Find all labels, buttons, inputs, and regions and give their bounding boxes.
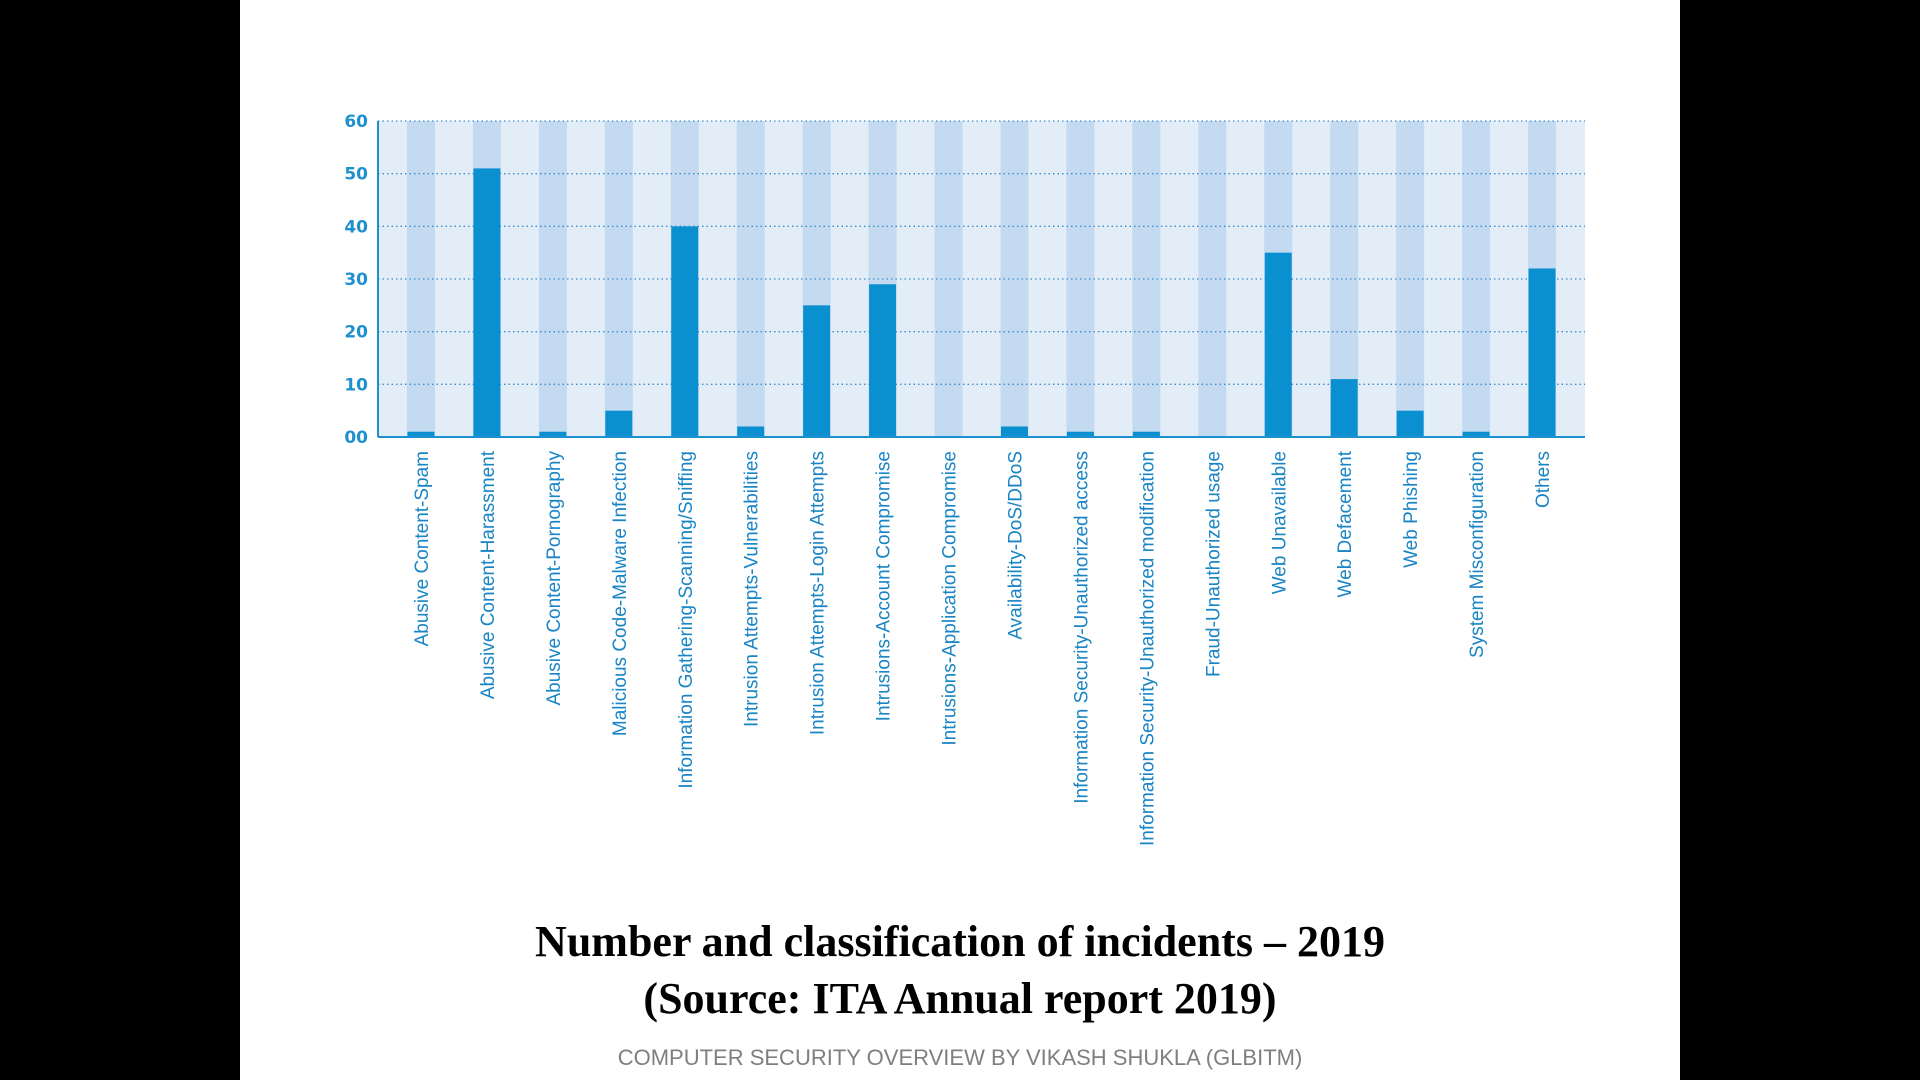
category-label: Fraud-Unauthorized usage [1203,451,1224,677]
bar [1132,431,1160,437]
column-band [406,121,435,437]
bar [1462,431,1490,437]
y-tick-label: 30 [344,270,368,290]
y-tick-label: 60 [344,112,368,132]
column-band [538,121,567,437]
bar [1066,431,1094,437]
category-label: Intrusions-Account Compromise [874,451,895,721]
category-label: Information Gathering-Scanning/Sniffing [676,451,697,789]
column-band [736,121,765,437]
bar [1000,426,1028,437]
bar [539,431,567,437]
category-label: Intrusion Attempts-Vulnerabilities [742,451,763,727]
column-band [604,121,633,437]
bar [1528,268,1556,437]
bar [1330,379,1358,437]
y-tick-label: 20 [344,323,368,343]
bar-chart: 00 10 20 30 40 50 60 Abusive Content-Spam Abusiv… [344,112,1585,846]
bar [473,168,501,437]
bar [1396,410,1424,437]
bar [803,305,831,437]
bar [605,410,633,437]
bar [737,426,765,437]
category-label: Web Defacement [1335,450,1356,597]
y-tick-label: 00 [344,428,368,448]
category-label: Availability-DoS/DDoS [1005,451,1026,640]
column-band [934,121,963,437]
column-band [1132,121,1161,437]
category-label: Information Security-Unauthorized modifi… [1137,451,1158,846]
chart-caption-source: (Source: ITA Annual report 2019) [643,974,1277,1023]
column-band [1000,121,1029,437]
category-label: Intrusions-Application Compromise [940,451,961,746]
category-label: Information Security-Unauthorized access [1071,451,1092,804]
bar [671,226,699,437]
category-label: Abusive Content-Harassment [478,450,499,699]
category-label: System Misconfiguration [1467,451,1488,658]
category-label: Web Phishing [1401,451,1422,568]
slide-footer: COMPUTER SECURITY OVERVIEW BY VIKASH SHU… [617,1045,1303,1070]
bar [407,431,435,437]
bar [869,284,897,437]
y-tick-label: 10 [344,375,368,395]
y-tick-label: 40 [344,217,368,237]
chart-caption-title: Number and classification of incidents –… [535,917,1385,966]
category-label: Malicious Code-Malware Infection [610,451,631,736]
category-label: Web Unavailable [1269,451,1290,594]
category-label: Others [1533,451,1554,508]
category-label: Abusive Content-Spam [412,451,433,646]
bar [1264,252,1292,437]
category-label: Abusive Content-Pornography [544,451,565,706]
y-tick-label: 50 [344,165,368,185]
category-label: Intrusion Attempts-Login Attempts [808,451,829,735]
slide: 00 10 20 30 40 50 60 Abusive Content-Spam Abusiv… [240,0,1680,1080]
